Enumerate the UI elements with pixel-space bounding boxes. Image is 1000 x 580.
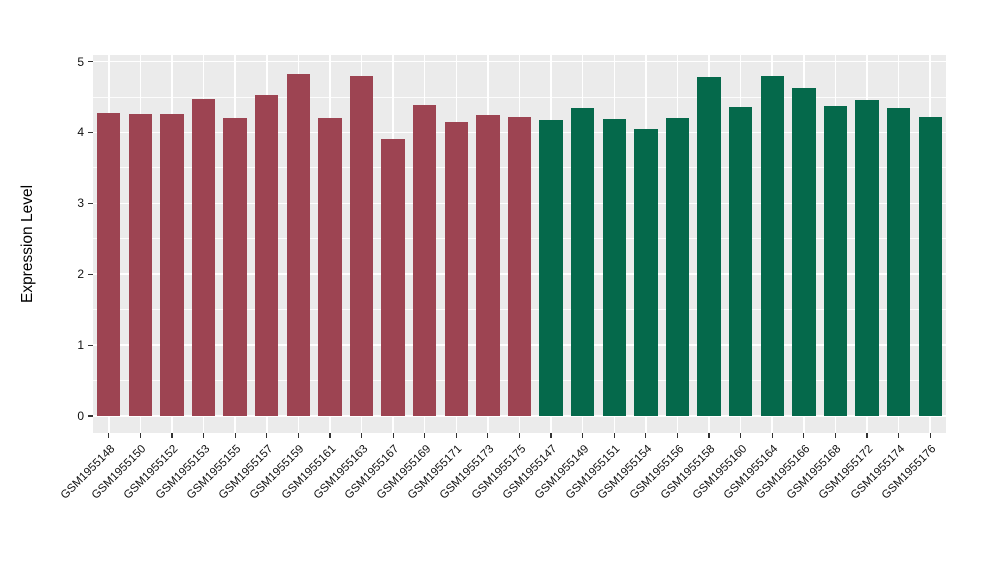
bar	[413, 105, 437, 416]
x-tick-mark	[108, 433, 110, 438]
x-tick-mark	[898, 433, 900, 438]
bar	[697, 77, 721, 416]
x-tick-mark	[360, 433, 363, 438]
x-tick-mark	[645, 433, 647, 438]
bar	[792, 88, 816, 416]
x-tick-mark	[708, 433, 710, 438]
bar	[476, 115, 500, 416]
x-tick-mark	[582, 433, 584, 438]
bar	[570, 107, 595, 416]
y-tick-label: 0	[77, 409, 84, 423]
y-axis-title: Expression Level	[19, 184, 36, 304]
bar	[286, 74, 311, 416]
y-tick-mark	[88, 344, 93, 346]
y-tick-mark	[88, 60, 93, 63]
x-tick-mark	[171, 433, 173, 438]
bar	[634, 128, 658, 416]
bar	[444, 121, 468, 416]
y-tick-mark	[88, 415, 93, 417]
bar	[539, 119, 563, 416]
bar	[318, 118, 342, 416]
bar	[128, 113, 153, 416]
x-tick-mark	[929, 433, 931, 438]
bar	[160, 113, 184, 416]
bar	[855, 99, 879, 416]
x-tick-mark	[676, 433, 679, 438]
x-tick-mark	[234, 433, 236, 438]
bar	[507, 116, 532, 416]
x-tick-mark	[518, 433, 521, 438]
x-tick-mark	[740, 433, 742, 438]
bar	[223, 117, 247, 416]
bar	[349, 75, 374, 416]
x-tick-mark	[392, 433, 394, 438]
x-tick-mark	[550, 433, 552, 438]
x-tick-mark	[266, 433, 268, 438]
x-tick-mark	[297, 433, 299, 438]
y-tick-mark	[88, 202, 93, 204]
x-tick-mark	[329, 433, 331, 438]
bar	[760, 76, 784, 416]
bar	[602, 118, 626, 416]
bar	[665, 117, 690, 416]
x-tick-mark	[866, 433, 868, 438]
x-tick-mark	[139, 433, 141, 438]
bar	[255, 94, 279, 416]
y-tick-label: 5	[77, 54, 84, 69]
bar	[823, 106, 848, 416]
x-tick-mark	[771, 433, 773, 438]
x-tick-mark	[424, 433, 426, 438]
bar	[97, 113, 121, 416]
x-tick-mark	[834, 433, 836, 438]
y-tick-label: 3	[77, 196, 84, 211]
y-tick-label: 1	[77, 338, 84, 353]
x-tick-mark	[487, 433, 489, 438]
plot-area	[93, 55, 946, 433]
x-tick-mark	[202, 433, 205, 438]
bar	[886, 108, 911, 416]
x-tick-mark	[803, 433, 805, 438]
y-tick-mark	[88, 273, 93, 275]
x-tick-mark	[455, 433, 457, 438]
bar	[728, 106, 753, 416]
bar	[918, 116, 942, 416]
y-tick-label: 4	[77, 125, 84, 140]
y-tick-mark	[88, 131, 93, 133]
bar	[381, 139, 405, 416]
bar	[191, 99, 216, 416]
x-tick-mark	[613, 433, 615, 438]
y-tick-label: 2	[77, 267, 84, 282]
